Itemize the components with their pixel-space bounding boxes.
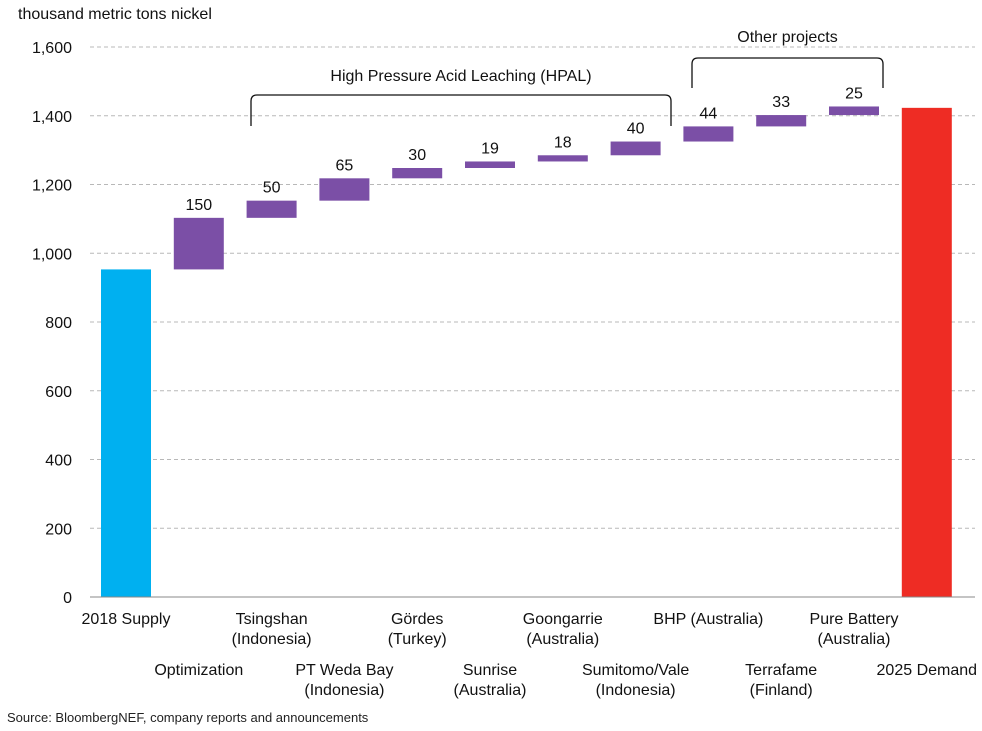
data-label: 25	[845, 85, 863, 102]
x-tick-label-sub: (Turkey)	[388, 631, 447, 648]
x-tick-label: Goongarrie	[523, 611, 603, 628]
x-tick-label: Tsingshan	[236, 611, 308, 628]
x-tick-label: Optimization	[154, 662, 243, 679]
x-axis-labels: 2018 Supply Optimization Tsingshan (Indones…	[82, 611, 978, 699]
x-tick-label-sub: (Australia)	[454, 682, 527, 699]
data-label: 18	[554, 134, 572, 151]
x-tick-label: BHP (Australia)	[653, 611, 763, 628]
y-tick-label: 1,400	[32, 109, 72, 126]
bar-increment	[173, 217, 224, 270]
bar-increment	[610, 141, 661, 156]
y-tick-label: 1,600	[32, 40, 72, 57]
bar-total	[901, 107, 952, 597]
y-tick-label: 200	[45, 521, 72, 538]
data-label: 19	[481, 140, 499, 157]
annotation-bracket	[691, 57, 884, 88]
x-tick-label: Sumitomo/Vale	[582, 662, 689, 679]
annotation-label: High Pressure Acid Leaching (HPAL)	[330, 68, 591, 85]
bar-increment	[756, 115, 807, 127]
x-tick-label: Sunrise	[463, 662, 517, 679]
x-tick-label-sub: (Australia)	[526, 631, 599, 648]
x-tick-label: PT Weda Bay	[295, 662, 393, 679]
x-tick-label-sub: (Finland)	[750, 682, 813, 699]
annotation-label: Other projects	[737, 29, 837, 46]
data-label: 65	[336, 157, 354, 174]
y-axis-ticks: 0 200 400 600 800 1,000 1,200 1,400 1,600	[32, 40, 72, 607]
x-tick-label: 2018 Supply	[82, 611, 171, 628]
annotation-bracket	[250, 94, 672, 126]
x-tick-label: Pure Battery	[810, 611, 899, 628]
y-axis-label: thousand metric tons nickel	[18, 6, 212, 23]
y-tick-label: 800	[45, 315, 72, 332]
value-labels: 150 50 65 30 19 18 40 44 33 25	[185, 85, 863, 213]
bars	[101, 106, 952, 597]
data-label: 50	[263, 180, 281, 197]
y-tick-label: 0	[63, 590, 72, 607]
bar-increment	[319, 178, 370, 201]
bar-increment	[246, 200, 297, 218]
bar-increment	[465, 161, 515, 168]
y-tick-label: 600	[45, 384, 72, 401]
bar-total	[101, 269, 151, 597]
y-tick-label: 1,000	[32, 246, 72, 263]
bar-increment	[829, 106, 879, 116]
y-tick-label: 1,200	[32, 178, 72, 195]
data-label: 33	[772, 94, 790, 111]
data-label: 150	[185, 197, 212, 214]
x-tick-label: Gördes	[391, 611, 443, 628]
x-tick-label: Terrafame	[745, 662, 817, 679]
x-tick-label-sub: (Indonesia)	[304, 682, 384, 699]
source-note: Source: BloombergNEF, company reports an…	[7, 710, 369, 725]
x-tick-label-sub: (Indonesia)	[596, 682, 676, 699]
bar-increment	[683, 126, 734, 142]
data-label: 40	[627, 121, 645, 138]
gridlines	[90, 46, 975, 529]
data-label: 30	[408, 147, 426, 164]
y-tick-label: 400	[45, 453, 72, 470]
x-tick-label: 2025 Demand	[877, 662, 978, 679]
bar-increment	[392, 168, 443, 179]
x-tick-label-sub: (Indonesia)	[232, 631, 312, 648]
x-tick-label-sub: (Australia)	[818, 631, 891, 648]
annotations: High Pressure Acid Leaching (HPAL) Other …	[250, 29, 884, 126]
data-label: 44	[700, 105, 718, 122]
bar-increment	[537, 155, 588, 162]
